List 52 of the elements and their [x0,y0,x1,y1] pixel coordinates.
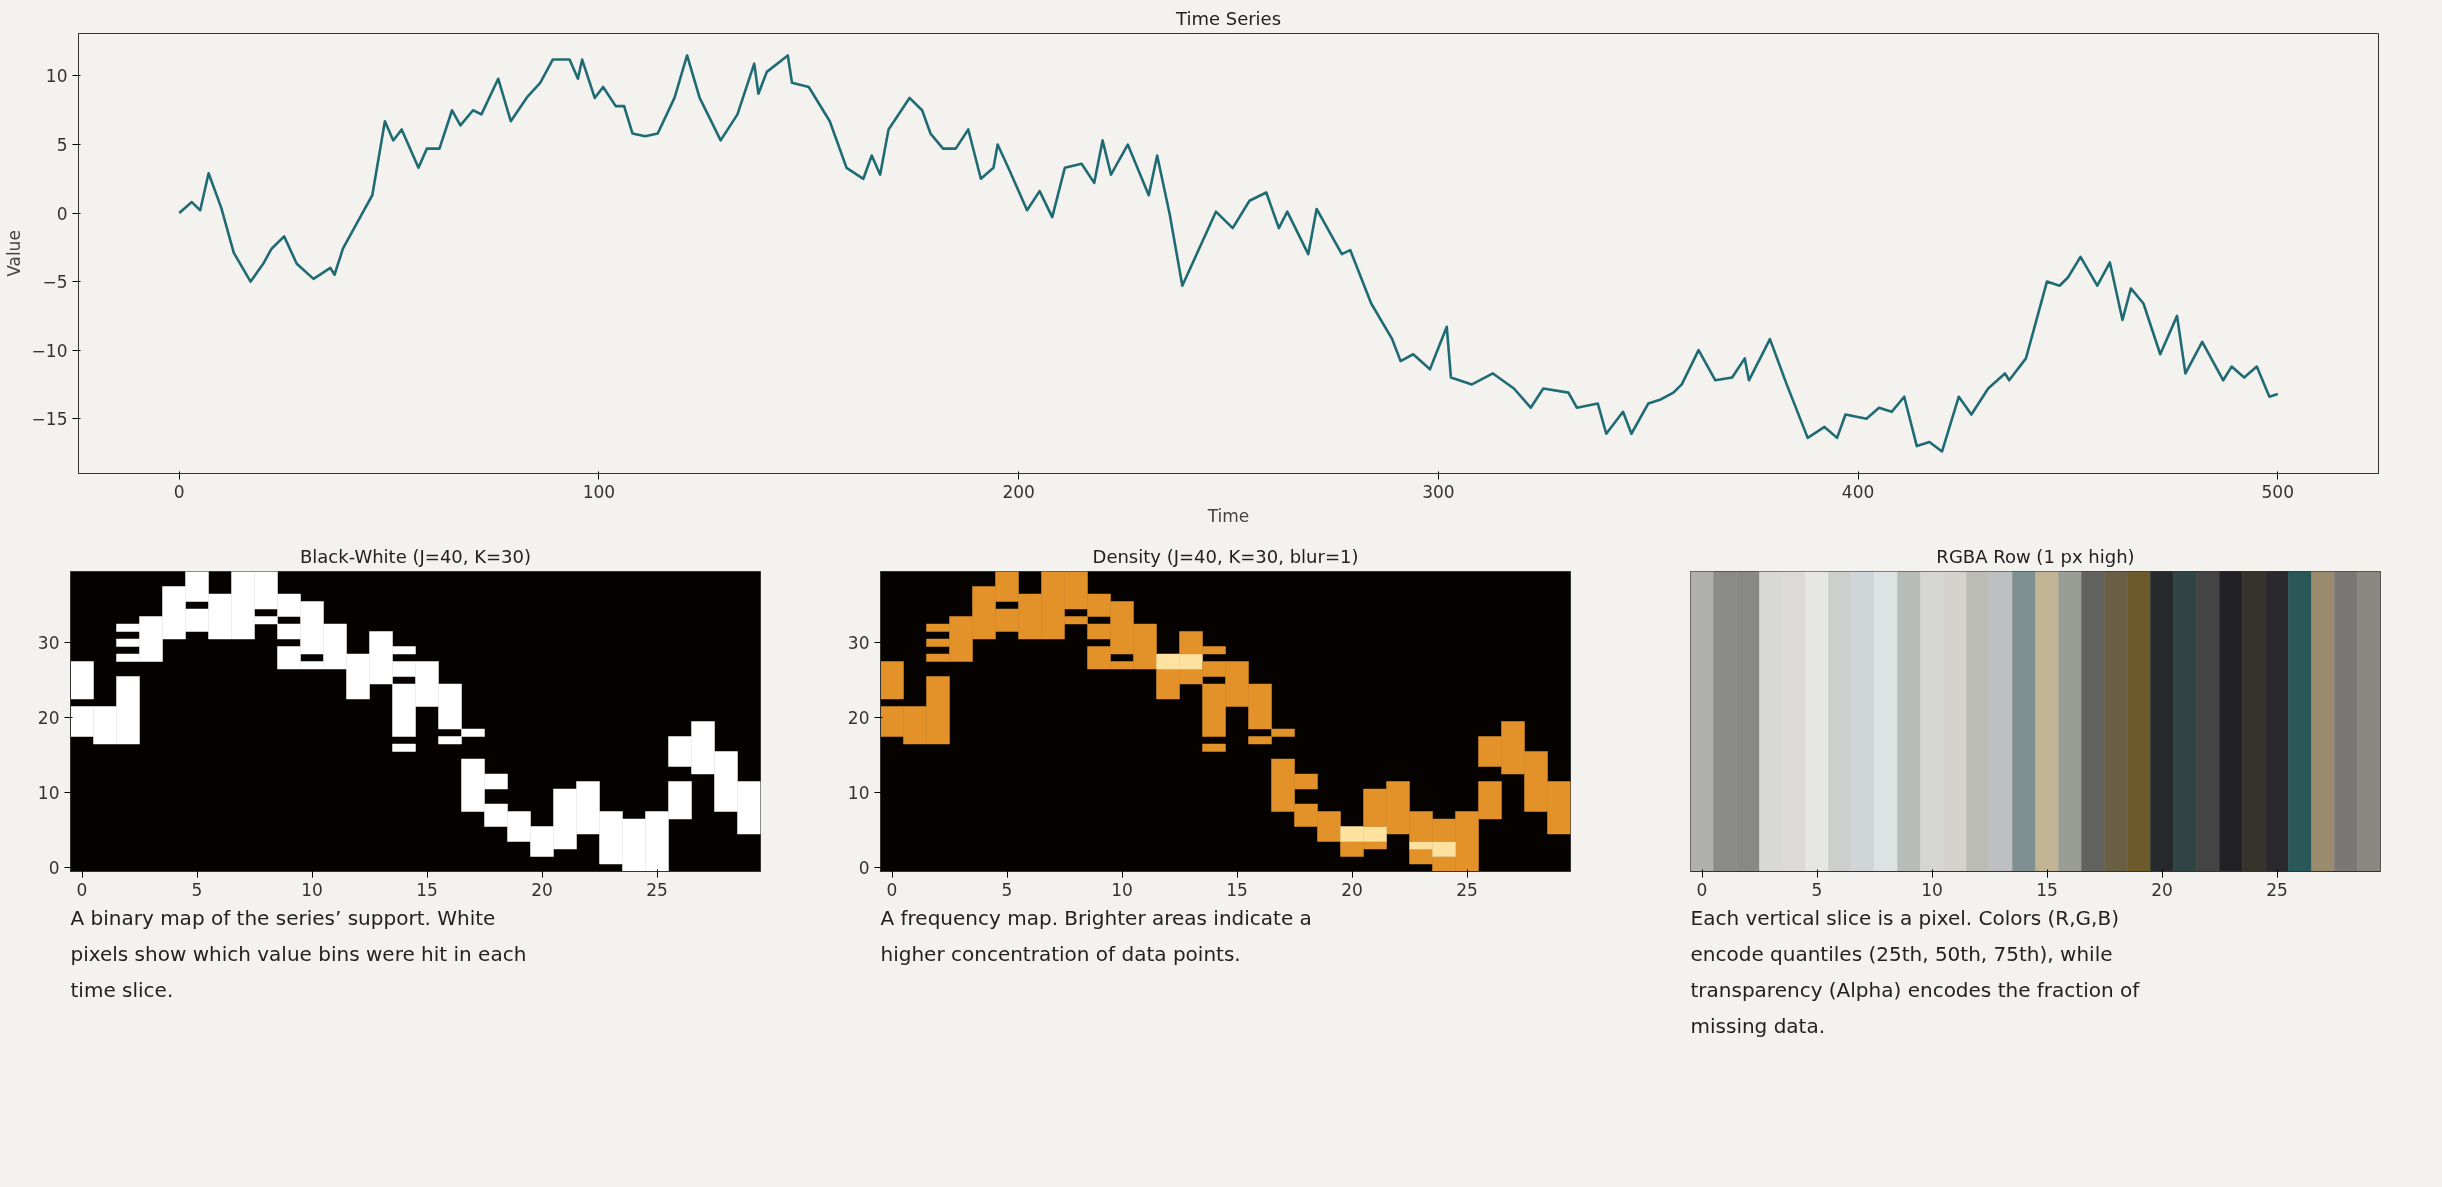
x-tick-label: 15 [1226,879,1248,900]
x-tick-label: 500 [2261,481,2294,502]
y-tick-label: 10 [847,783,870,804]
x-tick-label: 10 [1111,879,1133,900]
text: A frequency map. Brighter areas indicate a higher concentration of data points. [880,905,1312,966]
x-tick-label: 0 [173,481,185,502]
x-tick-label: 200 [1002,481,1035,502]
x-tick-label: 20 [531,879,553,900]
y-tick-label: 5 [56,135,68,156]
y-tick-label: 20 [37,708,60,729]
x-tick-label: 20 [2151,879,2173,900]
chart-title: RGBA Row (1 px high) [1936,545,2135,567]
x-tick-label: 25 [1456,879,1478,900]
x-tick-label: 5 [191,879,203,900]
chart-title: Time Series [1174,7,1282,29]
bar [1202,743,1226,752]
bar [392,743,416,752]
y-tick-label: 30 [37,633,60,654]
y-tick-label: 10 [45,66,68,87]
x-tick-label: 15 [2036,879,2058,900]
x-tick-label: 5 [1811,879,1823,900]
y-tick-label: 10 [37,783,60,804]
y-tick-label: 0 [56,203,68,224]
x-axis-title: Time [1206,505,1250,526]
x-tick-label: 5 [1001,879,1013,900]
x-tick-label: 0 [76,879,88,900]
x-tick-label: 400 [1841,481,1875,502]
y-tick-label: −15 [31,409,68,430]
x-tick-label: 0 [1696,879,1708,900]
line-series [177,54,2280,453]
x-tick-label: 20 [1341,879,1363,900]
x-tick-label: 300 [1422,481,1455,502]
text: A binary map of the series’ support. White pixels show which value bins were hit in each time slice. [70,905,527,1002]
text: Each vertical slice is a pixel. Colors (R,G,B) encode quantiles (25th, 50th, 75th), while transparency (Alpha) encodes the fraction of missing data. [1690,905,2141,1038]
x-tick-label: 25 [2266,879,2288,900]
x-tick-label: 25 [646,879,668,900]
y-tick-label: −10 [31,340,68,361]
x-tick-label: 10 [301,879,323,900]
x-tick-label: 0 [886,879,898,900]
bar [70,661,94,700]
y-tick-label: 0 [858,858,870,879]
y-tick-label: 0 [48,858,60,879]
x-tick-label: 10 [1921,879,1943,900]
chart-title: Black-White (J=40, K=30) [299,545,532,567]
x-tick-label: 100 [582,481,616,502]
y-tick-label: 30 [847,633,870,654]
x-tick-label: 15 [416,879,438,900]
bar [880,661,904,700]
y-tick-label: −5 [42,272,68,293]
chart-title: Density (J=40, K=30, blur=1) [1092,545,1359,567]
y-tick-label: 20 [847,708,870,729]
y-axis-title: Value [3,230,24,277]
